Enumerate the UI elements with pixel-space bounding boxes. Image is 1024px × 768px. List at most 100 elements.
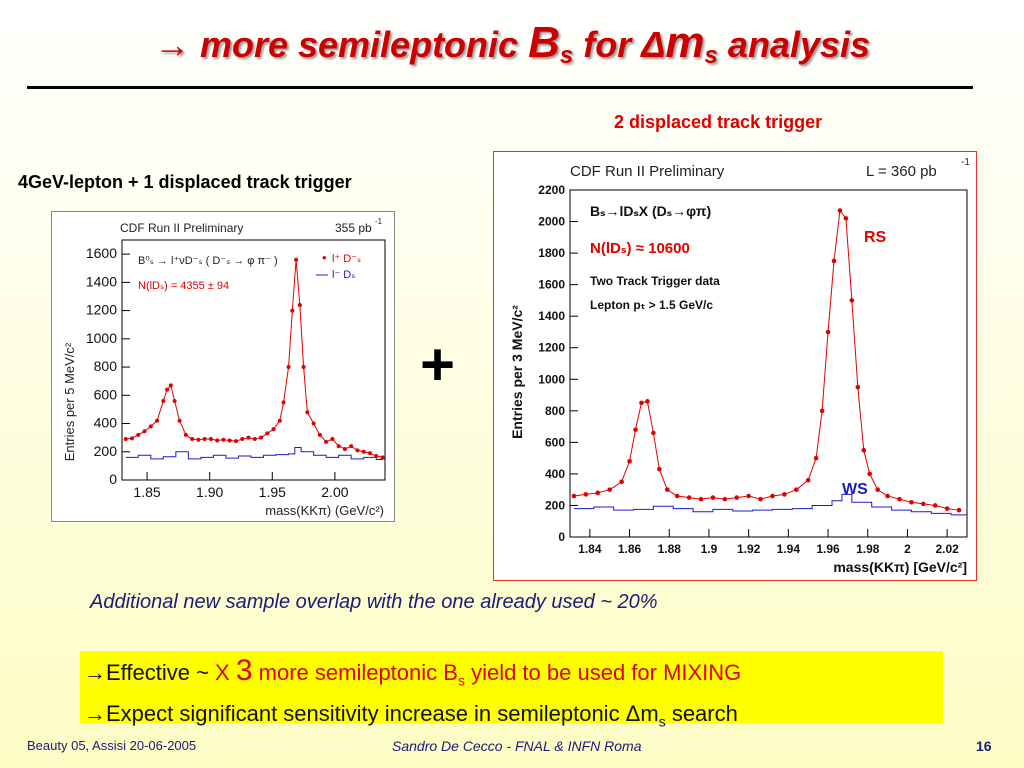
right-mass-plot: CDF Run II Preliminary L = 360 pb -1 Bₛ→… [493, 151, 977, 581]
right-sign-data-point [215, 438, 220, 443]
right-sign-data-point [130, 436, 135, 441]
left-legend-ws: l⁻ Dₛ [332, 269, 355, 281]
overlap-note: Additional new sample overlap with the o… [90, 591, 658, 613]
title-m: m [665, 18, 705, 67]
right-sign-data-point [782, 492, 787, 497]
right-sign-data-point [271, 427, 276, 432]
right-sign-data-point [277, 418, 282, 423]
x-tick-label: 2.02 [935, 542, 959, 556]
right-sign-data-point [324, 439, 329, 444]
y-tick-label: 800 [545, 404, 565, 418]
r-plot-frame [569, 189, 968, 538]
bullet-effective: →Effective ~ X 3 more semileptonic Bs yi… [84, 654, 742, 689]
right-sign-data-point [633, 427, 638, 433]
right-ylabel: Entries per 3 MeV/c² [509, 305, 525, 439]
right-sign-data-point [367, 451, 372, 456]
slide-title: → more semileptonic Bs for Δms analysis [0, 18, 1024, 70]
right-sign-data-point [855, 384, 861, 390]
right-sign-data-point [177, 418, 182, 423]
title-text-2: analysis [727, 24, 871, 65]
title-sub-s1: s [559, 42, 574, 69]
right-trigger-label: 2 displaced track trigger [614, 112, 823, 132]
wrong-sign-series [125, 447, 385, 461]
y-tick-label: 1600 [86, 245, 117, 261]
right-sign-data-point [819, 408, 825, 414]
right-sign-data-point [805, 477, 811, 483]
left-plot-svg: CDF Run II Preliminary 355 pb -1 B⁰ₛ → l… [62, 217, 386, 518]
right-sign-data-point [843, 216, 849, 221]
right-sign-data-point [286, 365, 291, 370]
right-sign-data-point [619, 479, 624, 485]
y-tick-label: 1800 [538, 246, 565, 260]
plus-sign: + [420, 331, 456, 398]
right-sign-data-point [259, 435, 264, 440]
right-sign-data-point [161, 398, 166, 403]
right-sign-data-point [221, 437, 226, 442]
x-tick-label: 1.85 [133, 484, 160, 500]
right-sign-data-point [734, 495, 740, 500]
right-sign-data-point [168, 383, 173, 388]
right-sign-data-point [252, 437, 257, 442]
title-rule [27, 86, 973, 89]
right-xlabel: mass(KKπ) [GeV/c²] [833, 559, 967, 575]
right-sign-data-point [190, 437, 195, 442]
left-xlabel: mass(KKπ) (GeV/c²) [265, 503, 384, 518]
right-sign-data-point [571, 493, 577, 499]
bullet-sensitivity: →Expect significant sensitivity increase… [84, 701, 738, 730]
right-sign-data-point [607, 487, 612, 492]
left-decay-label: B⁰ₛ → l⁺νD⁻ₛ ( D⁻ₛ → φ π⁻ ) [138, 255, 278, 267]
right-sign-data-point [645, 399, 650, 404]
right-sign-data-point [627, 458, 632, 464]
right-sign-data-point [595, 490, 601, 496]
y-tick-label: 1000 [86, 330, 117, 346]
right-sign-fit-curve [125, 259, 383, 458]
x-tick-label: 2.00 [321, 484, 348, 500]
right-sign-data-point [183, 432, 188, 437]
right-sign-data-point [317, 432, 322, 437]
y-tick-label: 1400 [86, 273, 117, 289]
left-ylabel: Entries per 5 MeV/c² [62, 342, 77, 461]
right-sign-data-point [932, 503, 938, 508]
right-sign-data-point [155, 418, 160, 423]
y-tick-label: 1400 [538, 309, 565, 323]
right-sign-data-point [698, 496, 704, 502]
y-tick-label: 2200 [538, 183, 565, 197]
rs-label: RS [864, 229, 887, 246]
right-sign-data-point [861, 447, 867, 453]
left-header-left: CDF Run II Preliminary [120, 221, 243, 235]
y-tick-label: 600 [545, 435, 565, 449]
right-sign-data-point [897, 496, 902, 502]
conclusion-box: →Effective ~ X 3 more semileptonic Bs yi… [80, 651, 943, 730]
right-sign-data-point [374, 454, 379, 458]
right-sign-data-point [639, 400, 644, 406]
y-tick-label: 1600 [538, 278, 565, 292]
right-header-right: L = 360 pb [866, 163, 937, 180]
right-sign-data-point [831, 258, 837, 264]
right-sign-data-point [281, 400, 286, 405]
right-sign-data-point [202, 437, 207, 442]
bullet-arrow-icon: → [84, 701, 106, 727]
title-text-1: more semileptonic [199, 24, 519, 65]
right-sign-data-point [196, 437, 201, 442]
title-arrow: → [153, 24, 190, 65]
y-tick-label: 200 [94, 443, 118, 459]
right-sign-data-point [355, 448, 360, 453]
x-tick-label: 1.96 [816, 542, 840, 556]
left-header-right-sup: -1 [375, 217, 383, 226]
right-header-left: CDF Run II Preliminary [570, 163, 725, 180]
right-sign-data-point [165, 387, 170, 392]
right-sign-data-point [909, 500, 914, 505]
right-sign-data-point [305, 410, 310, 415]
right-sign-data-point [849, 298, 855, 303]
x-tick-label: 1.88 [658, 542, 682, 556]
y-tick-label: 400 [545, 467, 565, 481]
y-tick-label: 2000 [538, 215, 565, 229]
right-sign-data-point [136, 432, 141, 437]
right-sign-data-point [885, 493, 890, 499]
right-sign-data-point [657, 466, 662, 472]
bullet-arrow-icon: → [84, 660, 106, 685]
footer-conference: Beauty 05, Assisi 20-06-2005 [27, 738, 197, 753]
right-sign-data-point [651, 430, 656, 436]
wrong-sign-series [573, 493, 967, 516]
right-yield-label: N(lDₛ) ≈ 10600 [590, 240, 690, 257]
